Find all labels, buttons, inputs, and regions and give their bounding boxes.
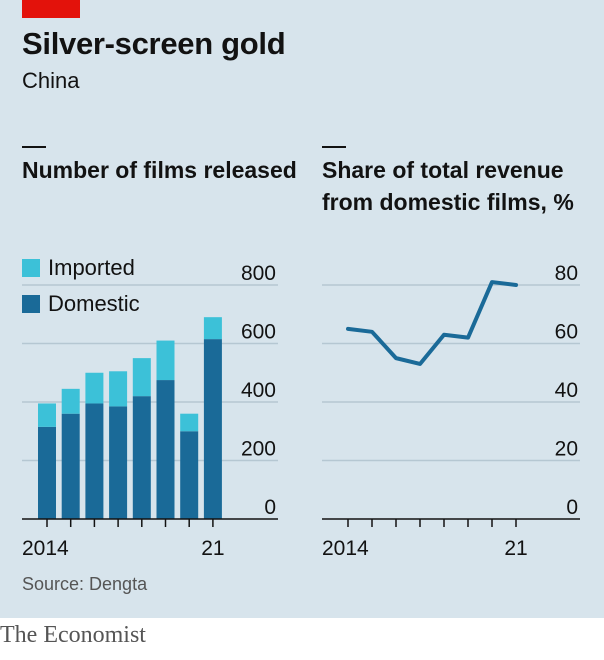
left-chart-title: Number of films released	[22, 157, 297, 183]
x-tick-label-left-end: 21	[201, 537, 224, 560]
y-tick-label-left: 800	[241, 262, 276, 285]
bar-domestic	[203, 339, 222, 519]
legend-item-imported: Imported	[22, 255, 135, 281]
bar-imported	[203, 317, 222, 340]
y-tick-label-left: 200	[241, 438, 276, 461]
bar-imported	[109, 371, 128, 407]
x-tick-label-right-end: 21	[504, 537, 527, 560]
bar-imported	[85, 372, 104, 404]
y-tick-label-right: 20	[555, 438, 578, 461]
x-tick-label-left-start: 2014	[22, 537, 69, 560]
bar-domestic	[61, 413, 80, 519]
bar-imported	[180, 413, 199, 432]
bar-imported	[38, 403, 56, 427]
bar-domestic	[109, 406, 128, 519]
y-tick-label-left: 600	[241, 321, 276, 344]
bar-imported	[156, 340, 175, 381]
y-tick-label-left: 400	[241, 379, 276, 402]
legend-label-imported: Imported	[48, 255, 135, 280]
brand-logo: The Economist	[0, 622, 146, 648]
bar-imported	[61, 388, 80, 414]
legend-label-domestic: Domestic	[48, 291, 140, 316]
brand-red-tag	[22, 0, 80, 18]
bar-domestic	[38, 426, 56, 519]
legend-swatch-imported	[22, 259, 40, 277]
y-tick-label-left: 0	[264, 496, 276, 519]
page-subtitle: China	[22, 68, 80, 93]
legend-swatch-domestic	[22, 295, 40, 313]
bar-domestic	[132, 396, 151, 519]
right-chart-title: Share of total revenue from domestic fil…	[322, 157, 574, 215]
y-tick-label-right: 80	[555, 262, 578, 285]
bar-domestic	[156, 380, 175, 519]
legend-item-domestic: Domestic	[22, 291, 140, 317]
page-title: Silver-screen gold	[22, 26, 286, 61]
y-tick-label-right: 60	[555, 321, 578, 344]
y-tick-label-right: 40	[555, 379, 578, 402]
right-chart-rule	[322, 146, 346, 148]
x-tick-label-right-start: 2014	[322, 537, 369, 560]
y-tick-label-right: 0	[566, 496, 578, 519]
source-note: Source: Dengta	[22, 574, 148, 594]
bar-domestic	[85, 403, 104, 519]
charts-svg: 0 200 400 600 800 2014 21 0 20 40 60 80 2014 21	[22, 262, 580, 560]
bar-imported	[132, 358, 151, 397]
series-line-domestic-share	[346, 280, 518, 366]
left-chart-rule	[22, 146, 46, 148]
bar-domestic	[180, 431, 199, 519]
